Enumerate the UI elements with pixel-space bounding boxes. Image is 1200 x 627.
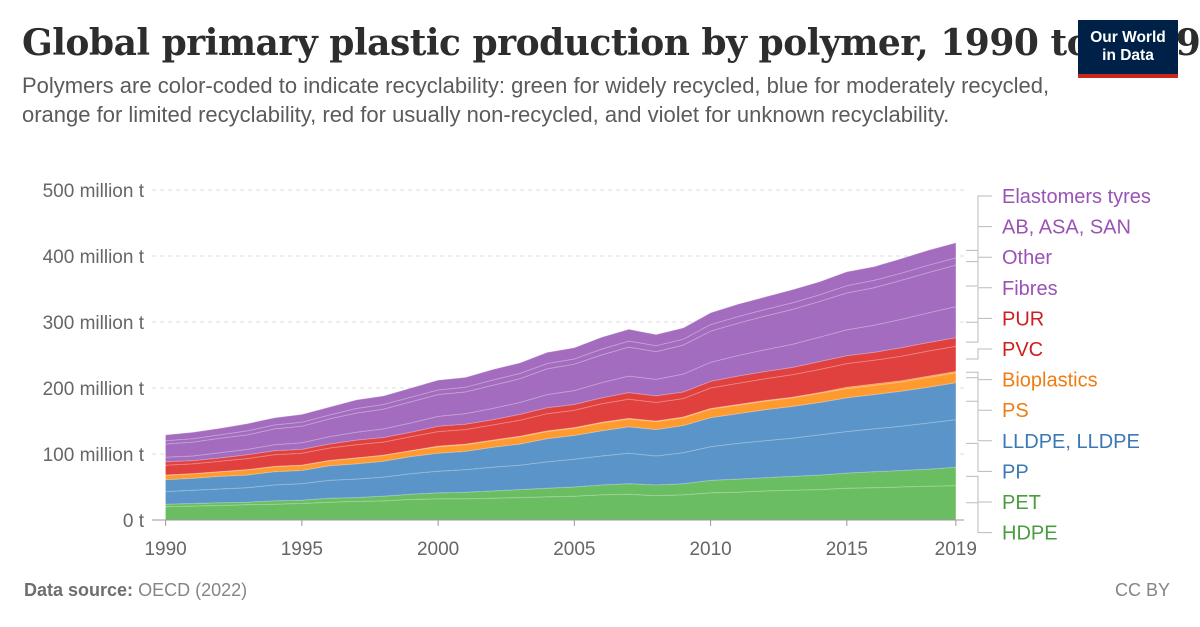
legend-connector-hdpe [966, 502, 992, 534]
legend-connector-ab-asa-san [966, 226, 992, 263]
boundary-lldpe-lldpe [165, 382, 956, 481]
boundary-bioplastics [165, 371, 956, 476]
legend-connector-pp [966, 442, 992, 472]
x-tick-label: 1995 [281, 539, 323, 560]
legend-label-lldpe-lldpe[interactable]: LLDPE, LLDPE [1002, 431, 1140, 453]
legend-label-pet[interactable]: PET [1002, 492, 1041, 514]
legend-label-pur[interactable]: PUR [1002, 308, 1044, 330]
license-link[interactable]: CC BY [1114, 580, 1170, 600]
legend-connector-bioplastics [966, 371, 992, 381]
area-pvc[interactable] [165, 346, 956, 476]
boundary-pvc [165, 345, 956, 466]
boundary-ab-asa-san [165, 257, 956, 442]
legend-label-bioplastics[interactable]: Bioplastics [1002, 370, 1098, 392]
y-tick-label: 200 million t [43, 379, 145, 400]
legend-connector-lldpe-lldpe [966, 400, 992, 442]
boundary-pet [165, 466, 956, 505]
legend-connector-pvc [966, 348, 992, 360]
boundary-ps [165, 372, 956, 476]
x-tick-label: 2005 [553, 539, 595, 560]
area-pp[interactable] [165, 419, 956, 505]
x-tick-label: 1990 [144, 539, 186, 560]
legend: Elastomers tyres AB, ASA, SAN Other Fibres P… [966, 186, 1151, 545]
data-source-value: OECD (2022) [138, 580, 248, 600]
boundary-other [165, 264, 956, 445]
legend-connector-fibres [966, 287, 992, 323]
y-tick-label: 500 million t [43, 181, 145, 202]
legend-label-ab-asa-san[interactable]: AB, ASA, SAN [1002, 217, 1131, 239]
boundary-pp [165, 419, 956, 493]
owid-logo[interactable]: Our World in Data [1078, 20, 1178, 78]
x-tick-label: 2010 [689, 539, 731, 560]
logo-line-2: in Data [1102, 47, 1154, 64]
boundary-pur [165, 337, 956, 463]
logo-line-1: Our World [1090, 29, 1166, 46]
legend-connector-pet [966, 475, 992, 503]
y-tick-label: 100 million t [43, 445, 145, 466]
chart-subtitle: Polymers are color-coded to indicate rec… [22, 73, 1050, 127]
legend-connector-pur [966, 317, 992, 343]
data-source[interactable]: Data source: OECD (2022) [24, 580, 247, 601]
legend-label-fibres[interactable]: Fibres [1002, 278, 1058, 300]
legend-label-elastomers-tyres[interactable]: Elastomers tyres [1002, 186, 1151, 208]
area-lldpe-lldpe[interactable] [165, 382, 956, 492]
legend-connector-ps [966, 377, 992, 411]
area-hdpe[interactable] [165, 485, 956, 520]
boundary-fibres [165, 306, 956, 458]
data-source-label: Data source: [24, 580, 134, 600]
area-pet[interactable] [165, 467, 956, 507]
plot-areas [165, 242, 956, 520]
legend-label-ps[interactable]: PS [1002, 400, 1029, 422]
legend-label-other[interactable]: Other [1002, 247, 1052, 269]
legend-label-pp[interactable]: PP [1002, 461, 1029, 483]
legend-label-hdpe[interactable]: HDPE [1002, 523, 1058, 545]
x-tick-label: 2000 [417, 539, 459, 560]
boundary-elastomers-tyres [165, 242, 956, 436]
y-tick-label: 0 t [123, 511, 145, 532]
series-boundaries [165, 242, 956, 508]
legend-label-pvc[interactable]: PVC [1002, 339, 1043, 361]
y-tick-label: 400 million t [43, 247, 145, 268]
x-tick-label: 2019 [935, 539, 977, 560]
legend-connector-elastomers-tyres [966, 195, 992, 251]
axes: 0 t 100 million t 200 million t 300 million… [43, 181, 977, 560]
area-other[interactable] [165, 265, 956, 458]
legend-connector-other [966, 256, 992, 287]
x-tick-label: 2015 [826, 539, 868, 560]
chart-title: Global primary plastic production by pol… [22, 22, 1200, 64]
y-tick-label: 300 million t [43, 313, 145, 334]
boundary-hdpe [165, 485, 956, 508]
